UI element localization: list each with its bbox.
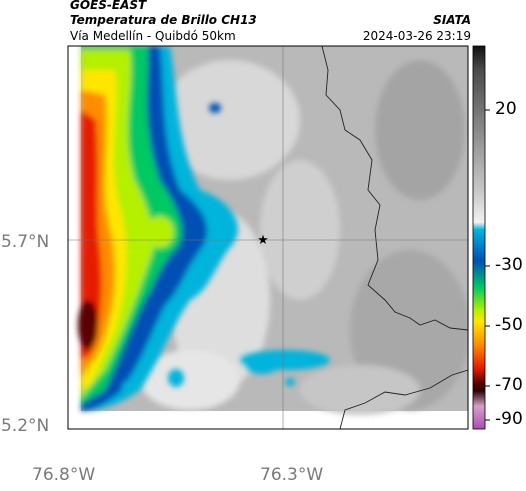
star-icon: ★: [257, 233, 269, 248]
colorbar-ticks: [485, 109, 490, 421]
colorbar-tick-label: -30: [495, 255, 523, 275]
route-subtitle: Vía Medellín - Quibdó 50km: [70, 29, 236, 43]
organization-label: SIATA: [433, 13, 471, 27]
product-title: Temperatura de Brillo CH13: [70, 13, 257, 27]
map-frame: [67, 45, 469, 430]
satellite-title: GOES-EAST: [70, 0, 147, 12]
colorbar: [472, 45, 486, 430]
colorbar-tick-label: -50: [495, 315, 523, 335]
satellite-image: [68, 46, 468, 429]
lat-tick-label: 5.2°N: [1, 416, 50, 436]
colorbar-tick-label: -70: [495, 375, 523, 395]
lon-tick-label: 76.3°W: [260, 465, 324, 485]
lon-tick-label: 76.8°W: [32, 465, 96, 485]
lat-tick-label: 5.7°N: [1, 232, 50, 252]
timestamp-label: 2024-03-26 23:19: [362, 29, 471, 43]
border-line: [339, 369, 468, 429]
colorbar-tick-label: -90: [495, 409, 523, 429]
colorbar-tick-label: 20: [495, 99, 517, 119]
border-line: [321, 46, 468, 331]
